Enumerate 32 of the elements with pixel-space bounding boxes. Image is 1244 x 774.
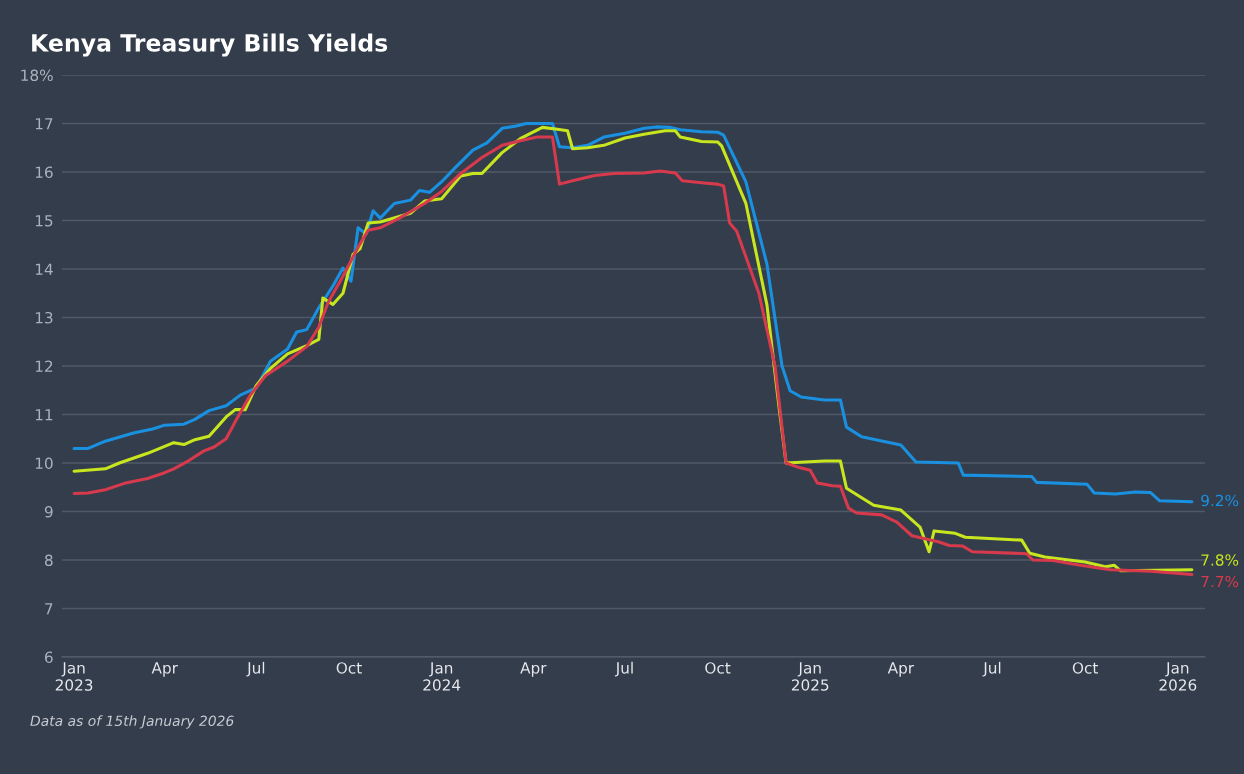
x-tick-label: Oct (336, 662, 362, 674)
y-tick-label: 10 (35, 457, 53, 470)
line-series (72, 121, 1194, 504)
annotation: 7.8% (1201, 554, 1239, 566)
x-tick-label: Jan 2026 (1159, 662, 1197, 691)
y-tick-label: 15 (35, 215, 53, 227)
y-tick-label: 11 (35, 409, 53, 421)
y-tick-label: 7 (45, 603, 53, 615)
y-tick-label: 16 (35, 166, 53, 179)
x-tick-label: Jan 2023 (55, 662, 93, 691)
x-tick-label: Apr (887, 662, 915, 677)
text: Data as of 15th January 2026 (30, 715, 234, 729)
x-tick-label: Apr (151, 662, 178, 677)
x-tick-label: Jan 2024 (423, 662, 461, 691)
y-tick-label: 6 (45, 651, 53, 664)
x-tick-label: Jul (982, 661, 1001, 677)
y-tick-label: 14 (35, 263, 53, 275)
annotation: 7.7% (1201, 575, 1239, 588)
y-tick-label: 18% (21, 69, 53, 82)
x-tick-label: Jan 2025 (791, 662, 829, 691)
annotation: 9.2% (1201, 494, 1239, 507)
y-tick-label: 13 (35, 311, 53, 324)
y-tick-label: 17 (35, 118, 53, 130)
x-tick-label: Apr (520, 662, 547, 677)
y-tick-label: 8 (44, 554, 53, 567)
y-tick-label: 9 (44, 505, 53, 518)
x-tick-label: Jul (246, 661, 265, 677)
chart-title: Kenya Treasury Bills Yields (32, 33, 388, 57)
x-tick-label: Jul (614, 661, 633, 677)
x-tick-label: Oct (705, 662, 731, 674)
x-tick-label: Oct (1072, 662, 1098, 674)
y-tick-label: 12 (35, 360, 53, 372)
